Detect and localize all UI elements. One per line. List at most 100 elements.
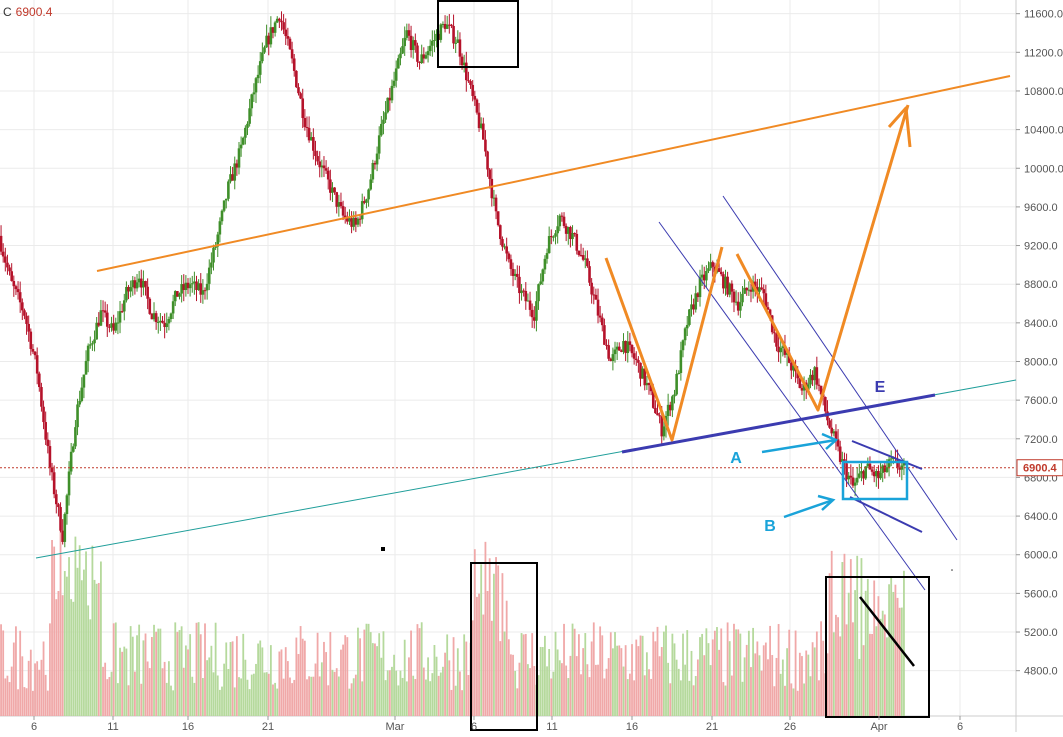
volume-bar — [779, 673, 782, 716]
volume-bar — [499, 641, 502, 716]
candle-body — [397, 58, 400, 69]
candle-body — [235, 163, 239, 168]
volume-bar — [40, 659, 43, 716]
candle-body — [339, 202, 343, 207]
candle-body — [38, 373, 41, 388]
volume-bar — [140, 683, 143, 716]
volume-bar — [123, 646, 126, 716]
ohlc-readout: C 6900.4 — [3, 5, 52, 19]
candle-body — [148, 298, 152, 314]
volume-bar — [331, 669, 334, 716]
volume-bar — [106, 679, 109, 716]
volume-bar — [397, 685, 400, 716]
volume-bar — [63, 571, 66, 716]
candle-body — [207, 267, 211, 284]
volume-bar — [412, 675, 415, 716]
candle-body — [169, 313, 173, 320]
volume-bar — [357, 627, 359, 716]
candle-body — [758, 287, 761, 292]
candle-body — [129, 287, 132, 292]
candle-body — [394, 68, 398, 81]
candle-body — [577, 250, 581, 255]
volume-bar — [17, 689, 19, 716]
volume-bar — [388, 670, 391, 716]
x-tick-label: 6 — [957, 721, 963, 732]
volume-bar — [811, 642, 814, 716]
candle-body — [65, 495, 69, 515]
candle-body — [628, 341, 632, 345]
volume-bar — [184, 645, 187, 716]
volume-bar — [497, 565, 500, 716]
candle-body — [392, 80, 396, 86]
volume-bar — [696, 659, 699, 716]
candle-body — [401, 46, 404, 54]
candle-body — [847, 475, 851, 480]
candle-body — [896, 459, 899, 468]
volume-bar — [172, 690, 175, 716]
volume-bar — [163, 661, 166, 716]
volume-bar — [544, 635, 546, 716]
volume-bar — [518, 662, 521, 716]
candle-body — [50, 467, 54, 473]
volume-bar — [692, 685, 695, 716]
volume-bar — [346, 637, 349, 716]
candle-body — [182, 284, 186, 291]
volume-bar — [550, 678, 553, 716]
candle-body — [726, 276, 729, 295]
volume-bar — [303, 640, 306, 716]
volume-bar — [312, 676, 315, 716]
volume-bar — [297, 654, 300, 716]
candle-body — [620, 350, 623, 352]
candle-body — [411, 40, 415, 51]
volume-bar — [679, 680, 682, 716]
candle-body — [662, 426, 666, 437]
volume-bar — [87, 605, 90, 716]
candle-body — [420, 54, 423, 64]
volume-bar — [567, 678, 570, 716]
candle-body — [798, 378, 802, 388]
volume-bar — [792, 688, 795, 716]
volume-bar — [59, 511, 62, 716]
candle-body — [441, 23, 445, 25]
volume-bar — [314, 663, 317, 716]
candle-body — [176, 291, 179, 297]
candle-body — [719, 271, 723, 275]
candle-body — [545, 253, 549, 259]
volume-bar — [660, 647, 663, 716]
volume-bar — [609, 632, 612, 716]
volume-bar — [218, 689, 221, 716]
volume-bar — [365, 623, 368, 716]
volume-bar — [807, 654, 810, 716]
candle-body — [779, 347, 783, 353]
y-tick-label: 11200.0 — [1024, 47, 1063, 59]
candle-body — [326, 170, 330, 180]
candle-body — [246, 123, 249, 128]
candle-body — [29, 331, 33, 349]
candle-body — [641, 368, 644, 379]
volume-bar — [221, 686, 223, 716]
candle-body — [329, 179, 332, 193]
volume-bar — [743, 657, 746, 716]
volume-bar — [637, 646, 640, 716]
candle-body — [52, 472, 56, 495]
volume-bar — [282, 678, 285, 716]
candle-body — [324, 168, 328, 171]
volume-bar — [161, 668, 164, 716]
candle-body — [263, 47, 266, 53]
volume-bar — [378, 633, 381, 716]
candle-body — [161, 320, 164, 323]
volume-bar — [493, 573, 495, 716]
volume-bar — [195, 622, 198, 716]
candle-body — [554, 233, 557, 237]
wedge-lower — [849, 496, 923, 533]
volume-bar — [121, 651, 124, 716]
candle-body — [299, 93, 302, 99]
candle-body — [824, 397, 827, 412]
candle-body — [295, 70, 298, 88]
volume-bar — [414, 679, 417, 716]
volume-bar — [442, 666, 444, 716]
candle-body — [607, 345, 610, 359]
volume-bar — [614, 632, 616, 716]
volume-bar — [418, 628, 421, 716]
